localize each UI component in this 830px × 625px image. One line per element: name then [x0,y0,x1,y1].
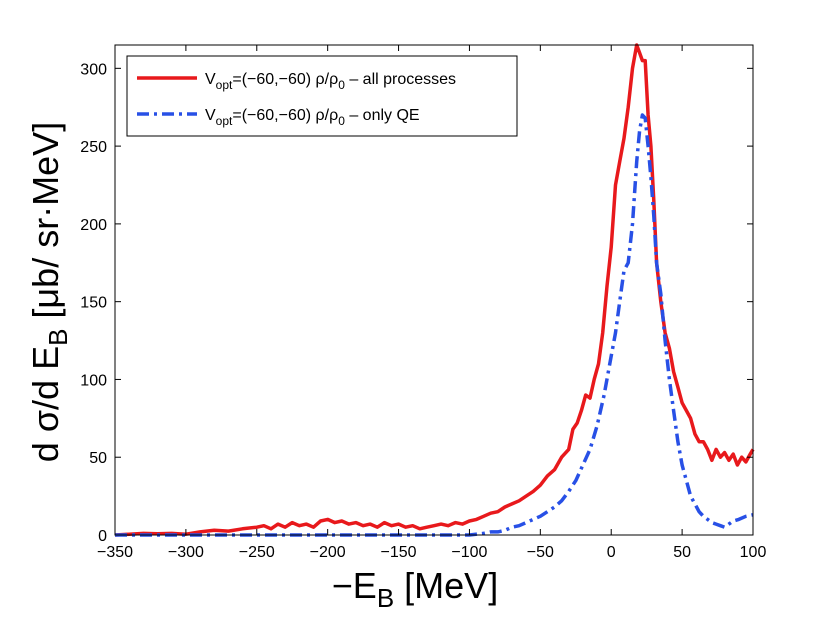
y-tick-label: 300 [80,61,107,78]
y-tick-label: 100 [80,372,107,389]
legend-label-all-processes: Vopt=(−60,−60) ρ/ρ0 – all processes [205,71,456,92]
x-tick-label: 50 [673,544,691,561]
x-tick-label: −50 [527,544,554,561]
x-tick-label: 100 [740,544,767,561]
legend-box [126,55,518,137]
y-tick-label: 150 [80,295,107,312]
y-axis-title: d σ/d EB [μb/ sr·MeV] [25,122,73,462]
x-tick-label: 0 [607,544,616,561]
y-tick-label: 50 [89,450,107,467]
legend-label-only-qe: Vopt=(−60,−60) ρ/ρ0 – only QE [205,107,420,128]
x-tick-label: −100 [451,544,487,561]
plot-frame [114,44,754,536]
x-tick-label: −300 [168,544,204,561]
y-tick-label: 0 [98,528,107,545]
x-tick-label: −200 [310,544,346,561]
legend: Vopt=(−60,−60) ρ/ρ0 – all processes Vopt=… [126,55,518,137]
series-line-all-processes [114,43,755,537]
y-tick-label: 200 [80,217,107,234]
x-axis-title: −EB [MeV] [332,565,498,613]
x-tick-label: −250 [239,544,275,561]
y-tick-label: 250 [80,139,107,156]
x-tick-label: −350 [97,544,133,561]
x-tick-label: −150 [381,544,417,561]
